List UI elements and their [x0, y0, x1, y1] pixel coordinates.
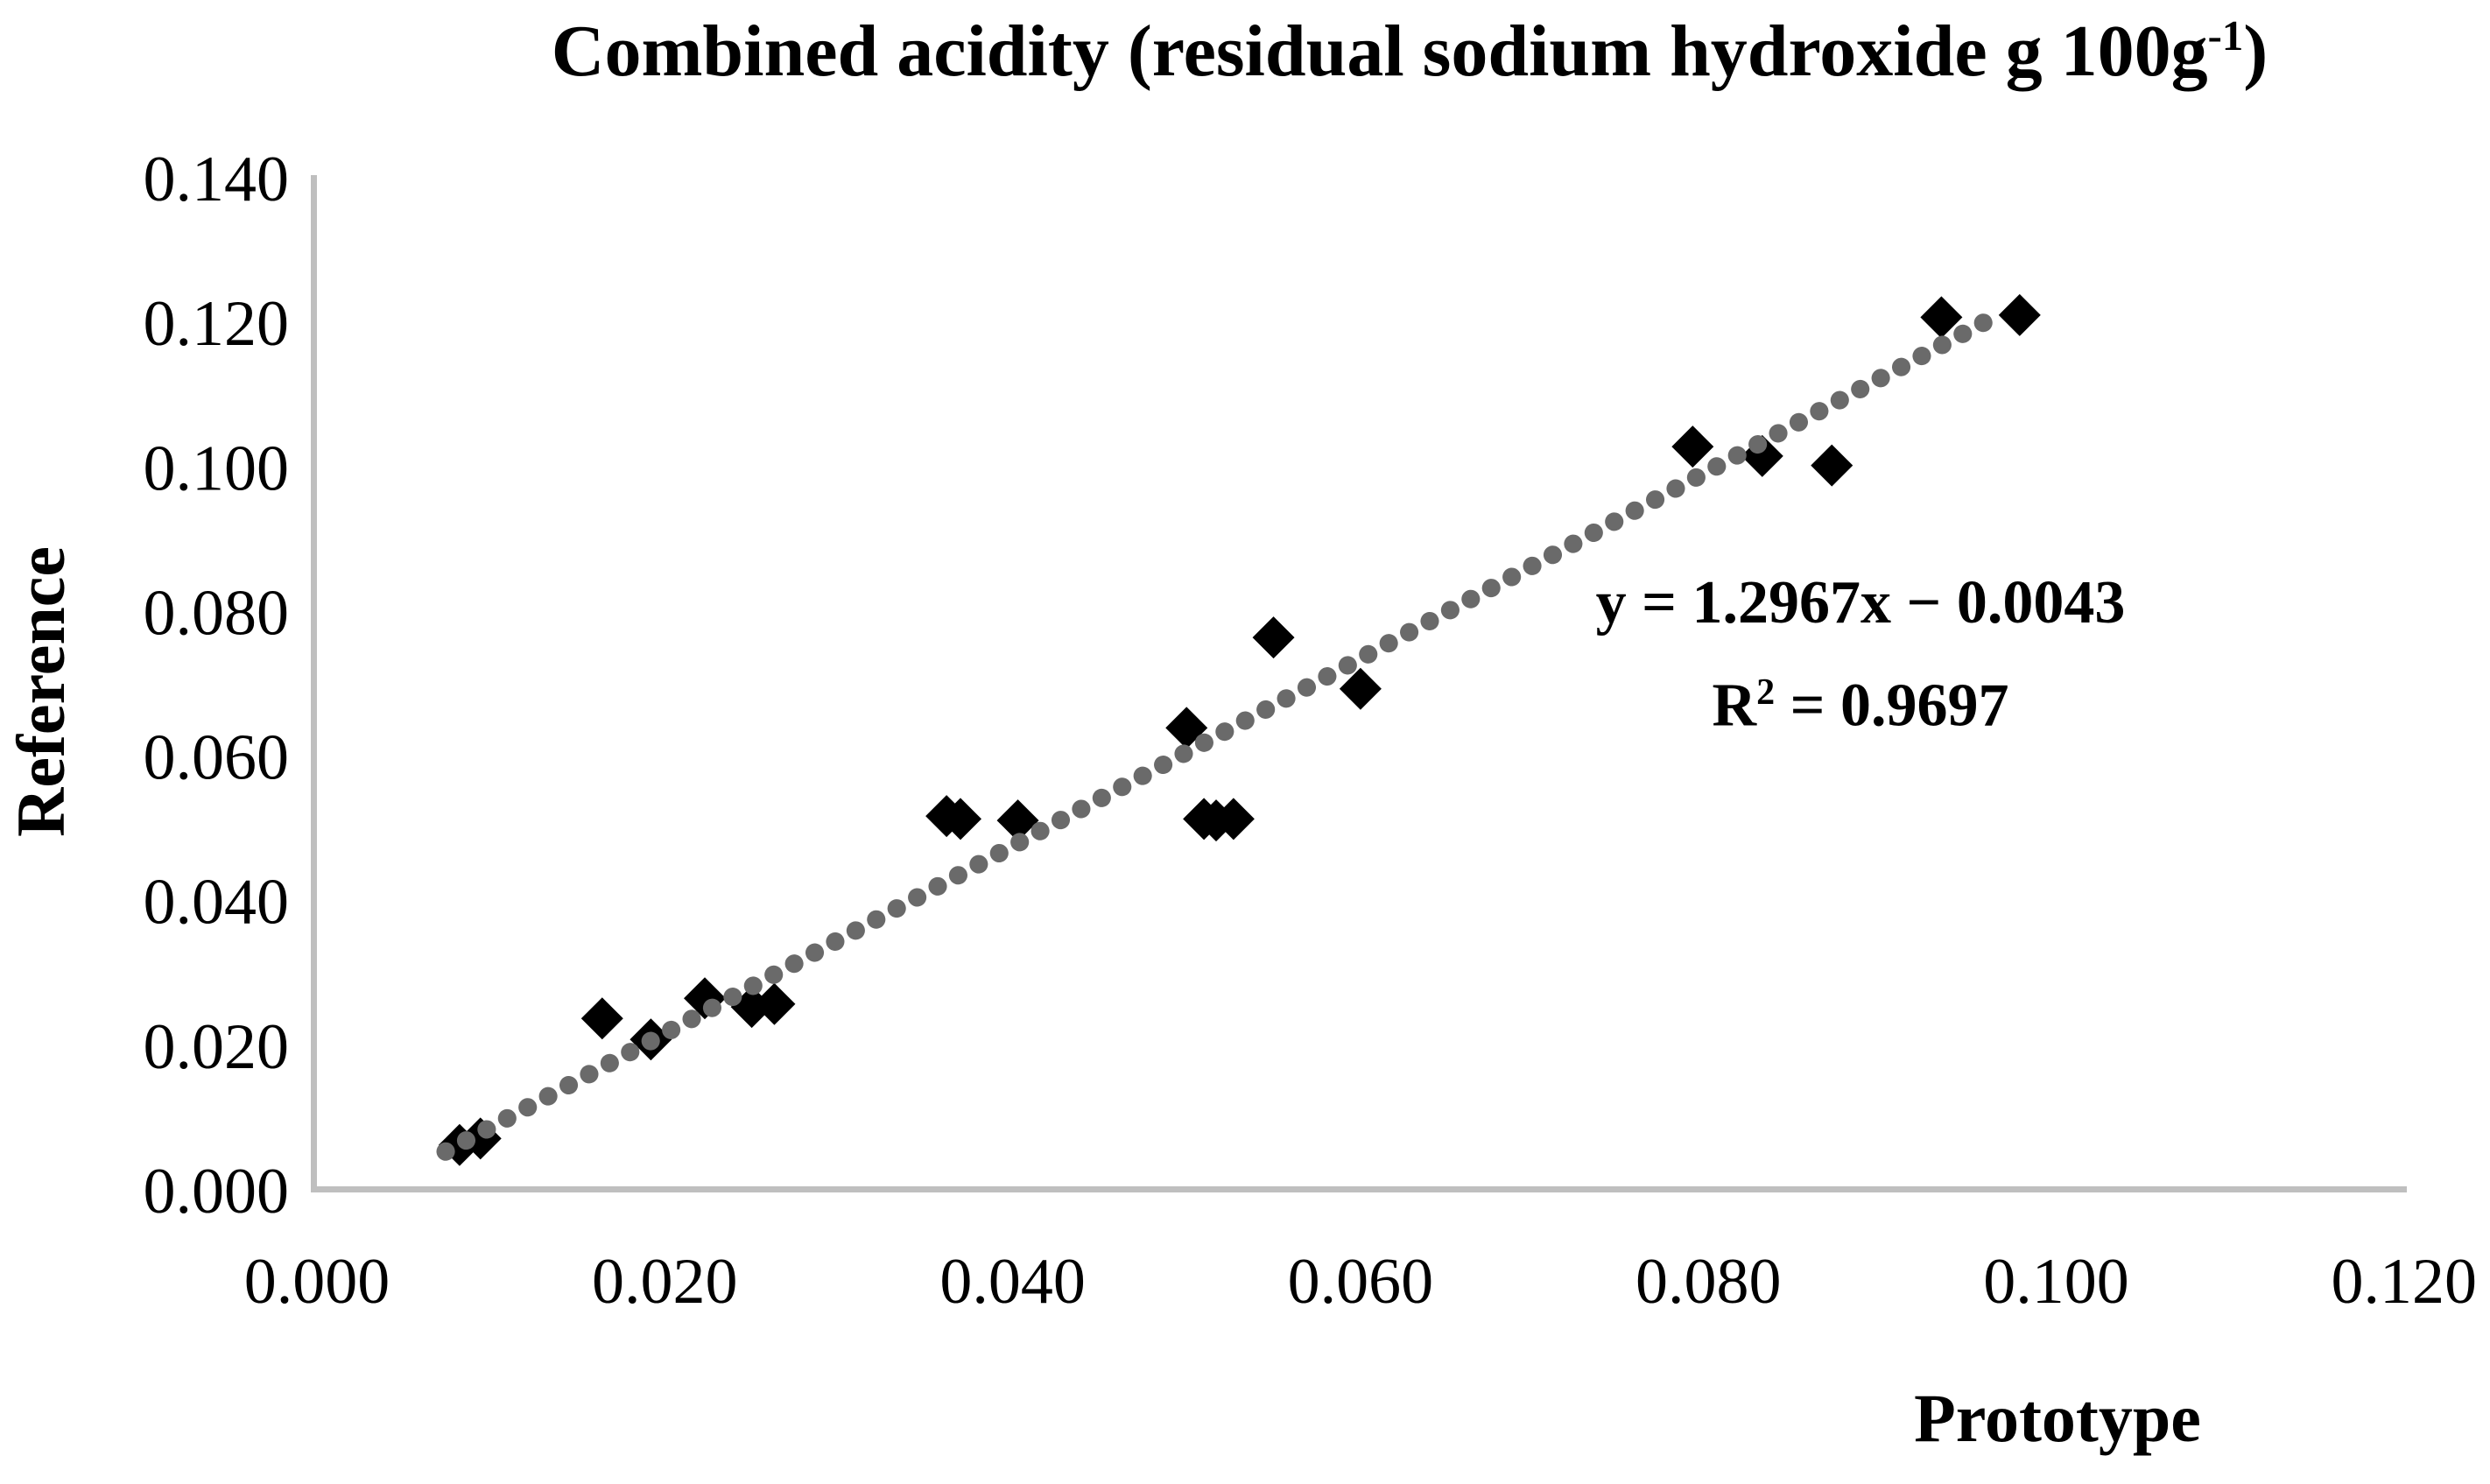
y-axis-title: Reference — [3, 546, 79, 837]
x-tick-label: 0.020 — [592, 1246, 738, 1318]
chart-title: Combined acidity (residual sodium hydrox… — [341, 9, 2478, 94]
trendline — [436, 305, 2008, 1161]
data-point — [996, 799, 1039, 842]
data-point — [1339, 667, 1382, 710]
y-tick-label: 0.100 — [144, 433, 290, 504]
y-tick-label: 0.080 — [144, 577, 290, 649]
y-tick-label: 0.120 — [144, 288, 290, 360]
chart-title-close: ) — [2243, 11, 2268, 92]
chart-title-superscript: -1 — [2207, 12, 2244, 60]
data-point — [1212, 798, 1255, 840]
trendline-equation: y = 1.2967x − 0.0043 — [1595, 569, 2126, 637]
y-tick-label: 0.000 — [144, 1156, 290, 1227]
trendline-annotation: y = 1.2967x − 0.0043 R2 = 0.9697 — [1506, 559, 2215, 750]
data-point — [1811, 444, 1853, 487]
y-tick-label: 0.040 — [144, 867, 290, 939]
x-tick-label: 0.100 — [1983, 1246, 2129, 1318]
y-axis-line — [311, 175, 317, 1192]
data-point — [1920, 296, 1963, 339]
data-point — [1252, 616, 1295, 659]
y-tick-label: 0.060 — [144, 722, 290, 794]
data-point — [939, 798, 982, 840]
x-axis-title: Prototype — [1914, 1380, 2201, 1456]
x-tick-label: 0.040 — [939, 1246, 1086, 1318]
data-point — [1671, 426, 1714, 468]
y-tick-label: 0.140 — [144, 144, 290, 215]
x-tick-label: 0.060 — [1288, 1246, 1434, 1318]
data-point — [580, 997, 623, 1040]
y-tick-label: 0.020 — [144, 1011, 290, 1083]
x-axis-line — [311, 1186, 2407, 1192]
x-tick-label: 0.120 — [2332, 1246, 2478, 1318]
chart-title-text: Combined acidity (residual sodium hydrox… — [551, 11, 2208, 92]
data-point — [1998, 293, 2041, 336]
data-point — [753, 982, 796, 1025]
r-squared: R2 = 0.9697 — [1712, 672, 2009, 740]
x-tick-label: 0.000 — [244, 1246, 390, 1318]
x-tick-label: 0.080 — [1635, 1246, 1782, 1318]
